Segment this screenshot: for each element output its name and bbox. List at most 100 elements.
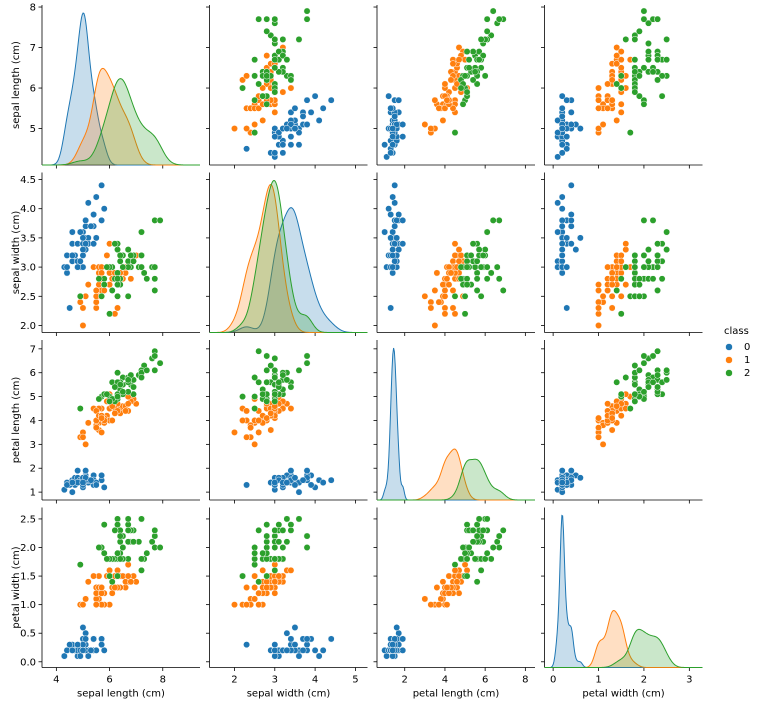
point [271,15,279,23]
point [283,538,291,546]
point [395,96,403,104]
point [271,561,279,569]
point [82,216,90,224]
point [251,56,259,64]
point [92,234,100,242]
x-tick-label: 4 [442,675,448,686]
point [421,121,429,128]
point [243,125,251,132]
point [279,141,287,149]
point [291,641,299,649]
point [649,378,657,386]
point [622,374,630,381]
point [98,589,106,597]
point [645,56,652,64]
point [66,641,74,649]
point [483,275,491,283]
point [259,116,267,124]
point [251,595,259,603]
point [493,263,501,271]
x-tick-label: 2 [641,675,647,686]
point [449,257,457,265]
point [617,72,625,80]
point [303,359,311,367]
point [106,572,114,580]
point [138,263,145,271]
point [279,88,287,96]
point [259,549,267,557]
point [654,371,662,379]
point [558,240,566,248]
point [295,488,303,496]
point [558,104,566,112]
point [251,549,259,557]
point [463,572,471,580]
point [82,467,90,475]
point [645,48,652,56]
point [98,428,106,436]
point [554,116,562,124]
point [271,125,279,132]
point [255,589,263,597]
point [457,84,465,92]
point [108,417,116,424]
point [267,409,275,417]
point [595,96,602,104]
point [255,80,263,88]
point [315,652,323,660]
point [595,322,602,329]
point [451,310,459,318]
point [251,561,259,569]
point [114,246,121,254]
point [479,251,487,259]
point [431,322,439,329]
kde-area [544,515,703,668]
point [455,572,463,580]
point [473,269,481,277]
point [255,378,263,386]
point [106,310,114,318]
point [143,366,151,374]
point [124,376,132,384]
point [287,467,295,475]
point [604,287,612,294]
point [445,589,453,597]
point [654,257,662,265]
point [595,424,602,432]
point [567,121,575,128]
point [84,652,92,660]
point [451,292,459,300]
point [255,601,263,609]
point [463,88,471,96]
point [595,281,602,289]
point [143,549,151,557]
point [283,376,291,384]
point [98,414,106,422]
kde-line [377,458,535,501]
point [554,228,562,236]
point [622,35,630,43]
point [554,153,562,161]
point [449,304,457,312]
point [654,347,662,355]
point [567,181,575,189]
point [127,251,135,259]
point [654,287,662,294]
point [447,76,455,84]
kde-area [544,610,703,668]
point [389,246,397,254]
point [231,125,238,132]
point [455,56,463,64]
point [287,141,295,149]
point [295,515,303,523]
point [108,589,116,597]
point [469,240,477,248]
point [231,601,238,609]
point [82,595,90,603]
point [271,56,279,64]
point [617,412,625,420]
point [299,646,307,654]
point [271,133,279,141]
point [443,601,451,609]
